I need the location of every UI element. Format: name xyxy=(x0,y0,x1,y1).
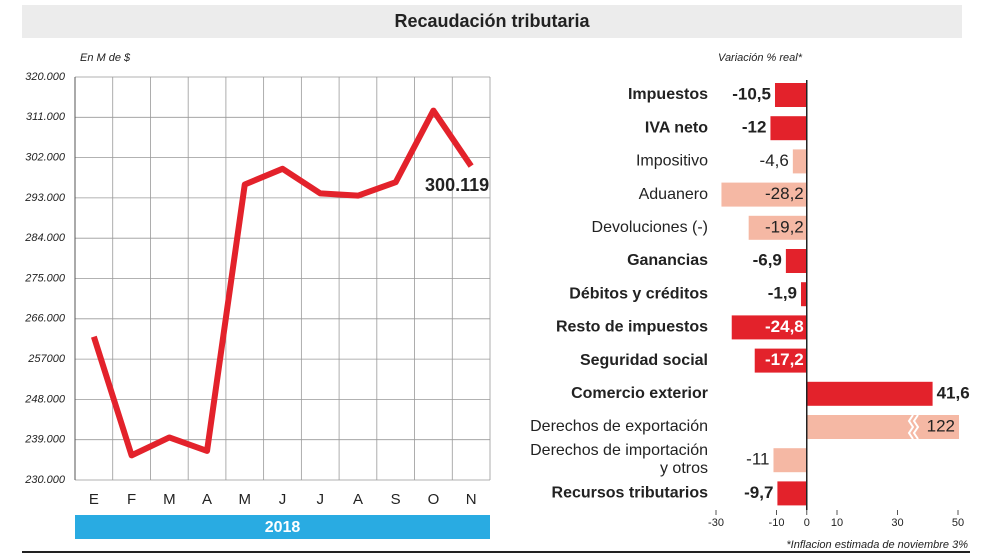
bar xyxy=(754,348,807,373)
data-label: -28,2 xyxy=(765,184,804,203)
x-tick-label: 50 xyxy=(952,517,964,529)
y-tick-label: 311.000 xyxy=(26,111,66,123)
category-label: Seguridad social xyxy=(580,352,708,369)
data-label: -19,2 xyxy=(765,217,804,236)
category-label: Derechos de importación y otros xyxy=(530,442,708,477)
bar xyxy=(806,415,959,439)
x-tick-label: M xyxy=(163,491,176,508)
bar xyxy=(774,83,807,107)
category-label: Débitos y créditos xyxy=(569,285,708,302)
bar xyxy=(721,182,807,207)
bars xyxy=(721,83,959,506)
category-label: Impositivo xyxy=(636,153,708,170)
data-label: -11 xyxy=(746,450,769,469)
y-tick-label: 320.000 xyxy=(25,71,66,83)
category-label: Ganancias xyxy=(627,252,708,269)
data-label: -10,5 xyxy=(732,84,771,103)
y-tick-label: 266.000 xyxy=(24,313,66,325)
y-tick-label: 248.000 xyxy=(24,393,66,405)
x-tick-label: -10 xyxy=(769,517,785,529)
year-label: 2018 xyxy=(265,519,301,536)
category-label: Impuestos xyxy=(628,86,708,103)
y-tick-label: 284.000 xyxy=(24,232,66,244)
y-tick-label: 230.000 xyxy=(24,474,66,486)
x-tick-label: 0 xyxy=(804,517,810,529)
axis-break xyxy=(907,414,920,440)
x-tick-label: N xyxy=(466,491,477,508)
data-label: -17,2 xyxy=(765,350,804,369)
category-label: Comercio exterior xyxy=(571,385,708,402)
category-label: Derechos de exportación xyxy=(530,418,708,435)
y-axis-label: En M de $ xyxy=(80,52,131,64)
category-label: Devoluciones (-) xyxy=(592,219,708,236)
bar xyxy=(806,381,933,406)
x-tick-label: J xyxy=(279,491,287,508)
y-tick-label: 239.000 xyxy=(24,434,66,446)
x-tick-label: E xyxy=(89,491,99,508)
y-tick-label: 257000 xyxy=(27,353,66,365)
footnote: *Inflacion estimada de noviembre 3% xyxy=(786,539,968,551)
x-tick-label: A xyxy=(202,491,212,508)
bar xyxy=(770,116,807,141)
x-tick-label: M xyxy=(239,491,252,508)
data-label: 41,6 xyxy=(937,383,970,402)
category-label: Aduanero xyxy=(639,186,708,203)
x-tick-label: A xyxy=(353,491,363,508)
x-tick-label: 30 xyxy=(891,517,903,529)
bar xyxy=(773,448,807,473)
x-tick-label: J xyxy=(316,491,324,508)
data-label: -4,6 xyxy=(760,151,789,170)
title-band xyxy=(22,5,962,38)
bar xyxy=(785,249,807,273)
data-label: 300.119 xyxy=(425,175,489,195)
year-band xyxy=(75,515,490,539)
category-label: Recursos tributarios xyxy=(552,485,709,502)
y-tick-label: 275.000 xyxy=(24,272,66,284)
title: Recaudación tributaria xyxy=(394,11,590,31)
x-tick-label: 10 xyxy=(831,517,843,529)
data-label: -1,9 xyxy=(768,284,797,303)
bar xyxy=(792,149,807,174)
x-tick-label: F xyxy=(127,491,136,508)
x-tick-label: -30 xyxy=(708,517,724,529)
data-label: 122 xyxy=(927,416,955,435)
x-tick-label: O xyxy=(428,491,440,508)
data-label: -24,8 xyxy=(765,317,804,336)
x-axis-label: Variación % real* xyxy=(718,52,803,64)
data-label: -9,7 xyxy=(744,483,773,502)
bar xyxy=(801,282,807,307)
y-tick-label: 302.000 xyxy=(25,152,66,164)
line-series xyxy=(91,107,474,459)
category-label: IVA neto xyxy=(645,119,708,136)
data-label: -6,9 xyxy=(753,250,782,269)
bar xyxy=(731,315,807,340)
data-label: -12 xyxy=(742,118,767,137)
bar xyxy=(777,481,807,506)
category-label: Resto de impuestos xyxy=(556,319,708,336)
y-tick-label: 293.000 xyxy=(24,192,66,204)
bar xyxy=(748,215,807,240)
x-tick-label: S xyxy=(391,491,401,508)
